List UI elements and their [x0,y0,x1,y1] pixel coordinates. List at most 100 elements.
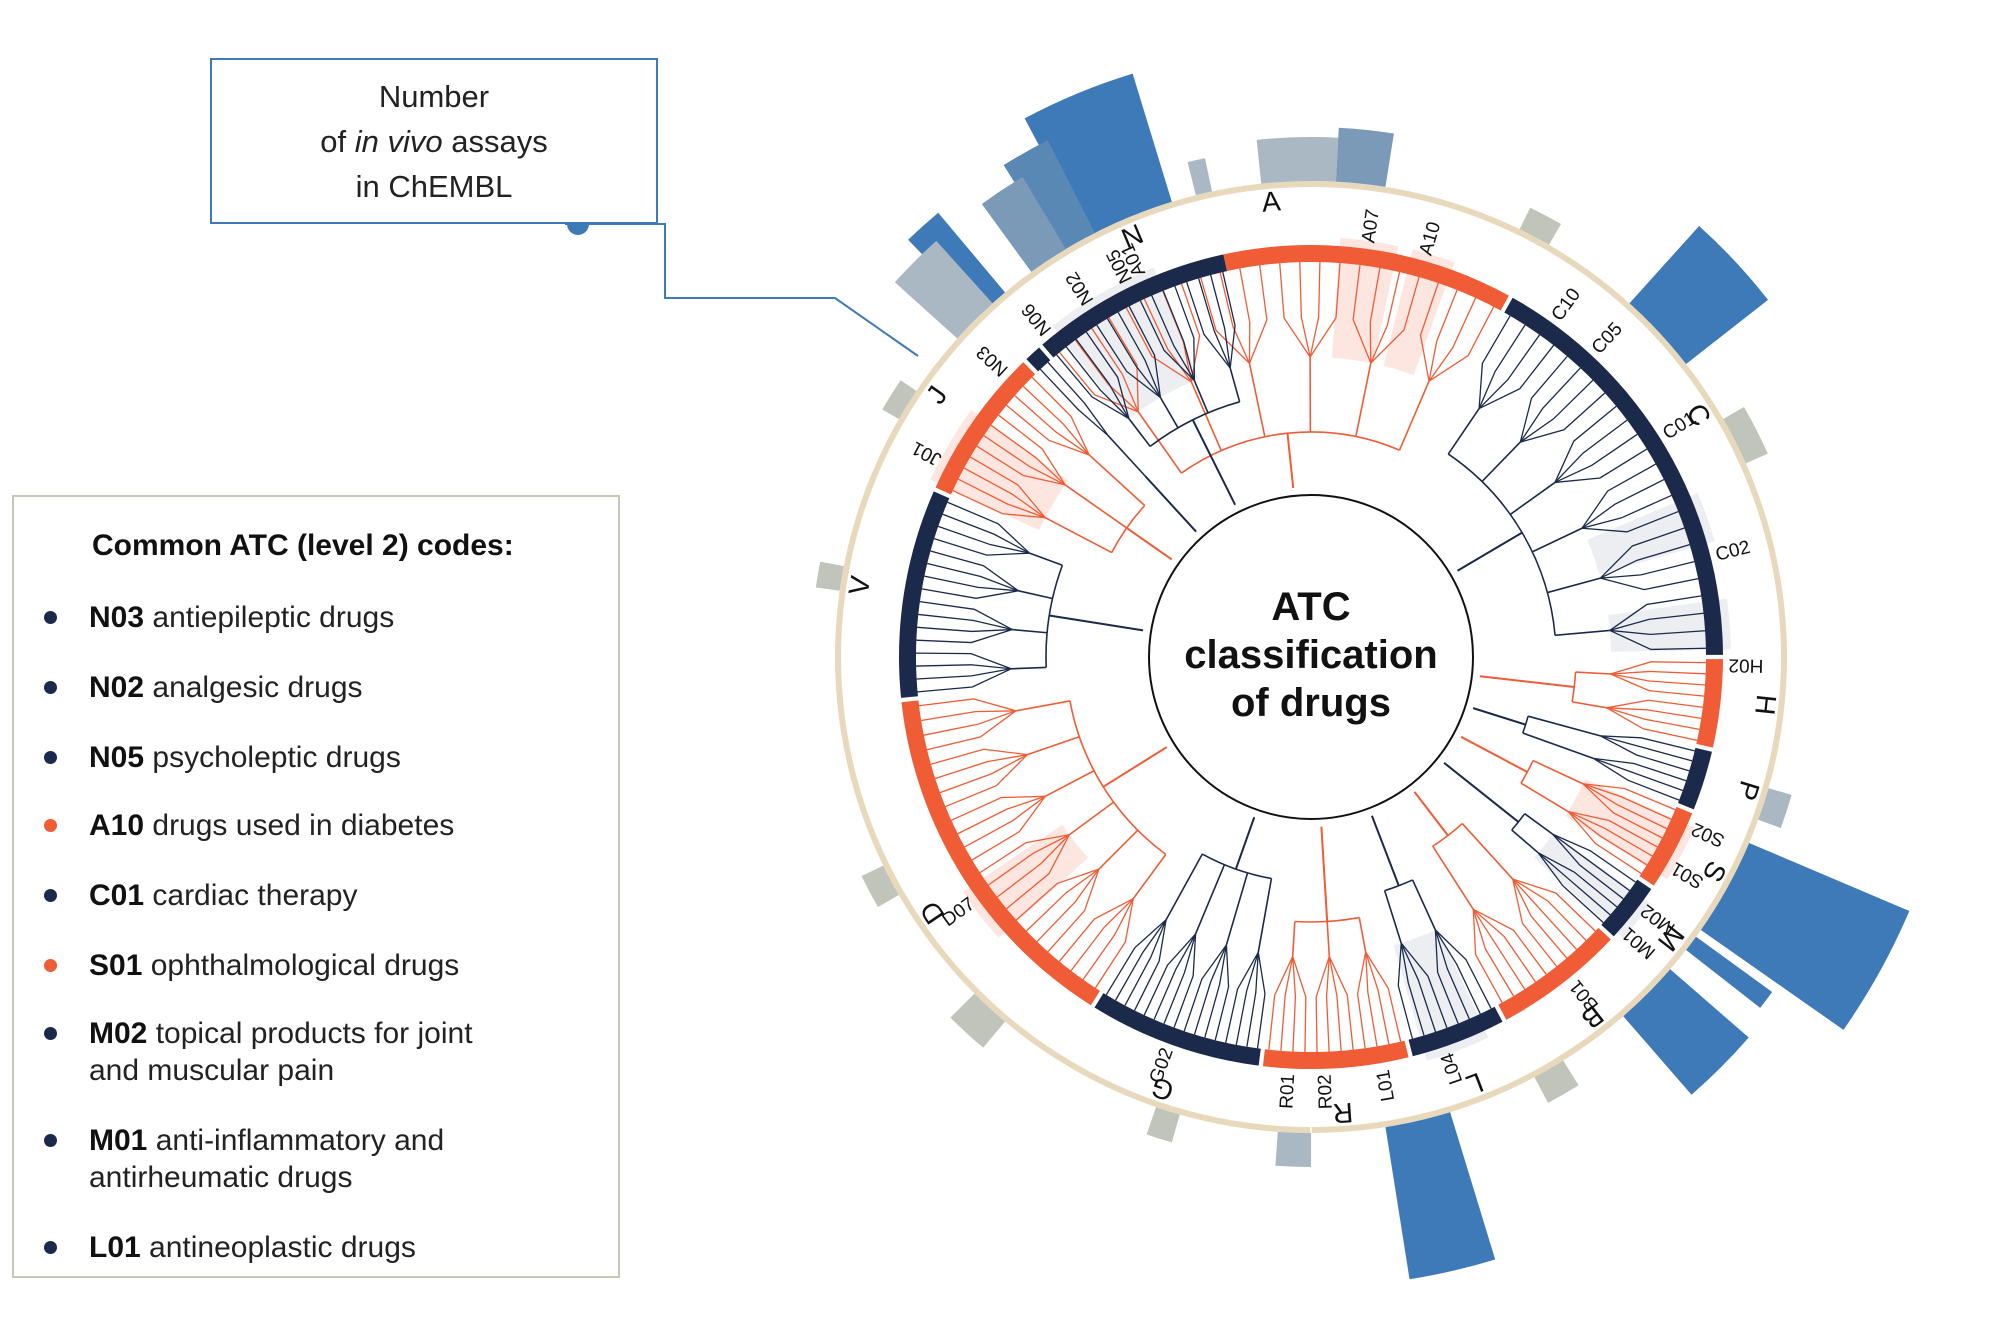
legend-desc: antiepileptic drugs [144,601,395,634]
branch-leaf-4-1-2 [1567,810,1648,866]
assay-bar-22 [1146,1107,1180,1143]
branch-leaf-8-0-1 [1365,951,1390,1045]
assay-bar-12 [1686,936,1773,1008]
level2-label-C02: C02 [1714,537,1753,566]
branch-leaf-14-2-3 [1174,285,1196,381]
legend-item-S01: S01 ophthalmological drugs [34,947,609,984]
branch-leaf-6-1-1 [1472,908,1537,983]
branch-leaf-4-0-2 [1582,783,1668,830]
legend-item-A10: A10 drugs used in diabetes [34,807,609,844]
branch-leaf-0-2-0 [1200,277,1250,364]
legend-text: M02 topical products for joint and muscul… [89,1015,609,1089]
branch-arc-7 [1384,879,1413,892]
assay-bar-20 [882,380,917,419]
branch-leaf-12-2-2 [1022,385,1090,456]
branch-leaf-10-1-3 [1015,868,1100,921]
leaf-band-7 [1408,1006,1503,1057]
branch-leaf-8-2-2 [1280,956,1294,1051]
branch-trunk-13 [1144,475,1197,533]
branch-arc-1 [1447,453,1556,636]
callout-line-2: of in vivo assays [320,119,547,164]
branch-leaf-14-1-3 [1128,306,1162,398]
branch-leaf-12-2-3 [1031,376,1090,456]
branch-leaf-1-0-3 [1478,344,1555,410]
branch-leaf-12-0-2 [963,467,1046,519]
branch-leaf-1-3-2 [1581,494,1672,529]
branch-leaf-10-5-1 [923,710,1017,736]
branch-leaf-1-4-1 [1600,544,1690,579]
branch-leaf-10-2-1 [996,834,1070,898]
branch-leaf-11-1-1 [917,626,1013,633]
branch-arc-2 [1571,671,1577,703]
branch-group-0-0 [1137,411,1183,474]
branch-leaf-0-4-1 [1369,267,1381,364]
branch-leaf-10-1-0 [1047,868,1100,953]
branch-leaf-7-1-2 [1400,943,1425,1036]
branch-leaf-0-3-1 [1299,262,1311,358]
leaf-band-6 [1498,927,1611,1020]
branch-leaf-9-3-1 [1124,919,1167,1006]
branch-leaf-5-0-1 [1552,833,1630,892]
level1-label-L: L [1462,1066,1488,1101]
branch-leaf-11-1-2 [918,613,1013,631]
branch-leaf-6-1-3 [1472,909,1515,997]
branch-leaf-0-0-0 [1059,351,1139,413]
branch-group-9-2 [1194,864,1226,935]
branch-leaf-11-2-1 [924,575,1019,592]
legend-desc: antineoplastic drugs [140,1231,416,1264]
branch-leaf-5-0-2 [1552,833,1624,900]
level1-label-H: H [1749,693,1782,716]
legend-item-M02: M02 topical products for joint and muscul… [34,1015,609,1089]
leaf-marks [899,245,1723,1069]
branch-leaf-6-1-0 [1472,908,1547,975]
branch-leaf-6-0-0 [1512,878,1596,932]
assay-bar-17 [950,993,1006,1048]
branch-leaf-10-3-1 [964,795,1046,848]
branch-group-9-3 [1165,853,1204,921]
branch-leaf-9-0-1 [1246,952,1259,1047]
level1-label-V: V [843,574,877,598]
branch-arc-5 [1511,813,1526,831]
branch-leaf-1-3-3 [1581,510,1679,533]
branch-group-9-0 [1257,878,1273,953]
legend-text: A10 drugs used in diabetes [89,807,609,844]
branch-leaf-7-1-3 [1397,943,1414,1039]
legend-text: C01 cardiac therapy [89,877,609,914]
branch-group-5-1 [1511,829,1539,854]
branch-leaf-9-2-1 [1163,933,1197,1024]
branch-leaf-1-1-0 [1519,355,1568,443]
callout-connector [565,213,919,357]
branch-leaf-14-0-3 [1085,331,1130,419]
branch-group-6-0 [1461,823,1514,880]
legend-code: N02 [89,671,145,704]
branch-leaf-6-0-1 [1512,878,1587,941]
legend-code: M01 [89,1124,148,1157]
branch-leaf-12-2-1 [1014,395,1090,456]
leaf-band-2 [1696,659,1723,748]
branch-group-10-2 [1068,801,1115,836]
branch-leaf-12-1-0 [976,445,1066,486]
branch-group-12-1 [1064,484,1128,529]
branch-leaf-8-1-3 [1315,956,1330,1052]
branch-arc-11 [1045,565,1064,668]
branch-leaf-14-1-0 [1096,324,1161,399]
branch-leaf-1-1-1 [1519,367,1581,443]
branch-leaf-12-1-2 [990,424,1066,486]
branch-leaf-9-1-2 [1193,944,1228,1035]
branch-leaf-1-5-2 [1609,629,1706,636]
branch-leaf-10-5-0 [926,710,1017,751]
branch-leaf-1-1-3 [1520,392,1606,443]
branch-leaf-0-0-2 [1091,328,1139,413]
branch-arc-4 [1520,760,1534,784]
branch-leaf-8-1-2 [1325,956,1330,1052]
branch-trunk-1 [1456,531,1523,572]
branch-leaf-10-4-2 [934,754,1028,780]
legend-item-N02: N02 analgesic drugs [34,669,609,706]
branch-leaf-14-0-2 [1075,338,1130,419]
branch-leaf-7-0-0 [1434,929,1492,1009]
assay-bar-8 [1629,225,1769,364]
legend-code: A10 [89,809,145,842]
branch-trunk-11 [1049,614,1144,632]
branch-arc-12 [1111,504,1146,553]
branch-group-12-2 [1088,454,1146,507]
